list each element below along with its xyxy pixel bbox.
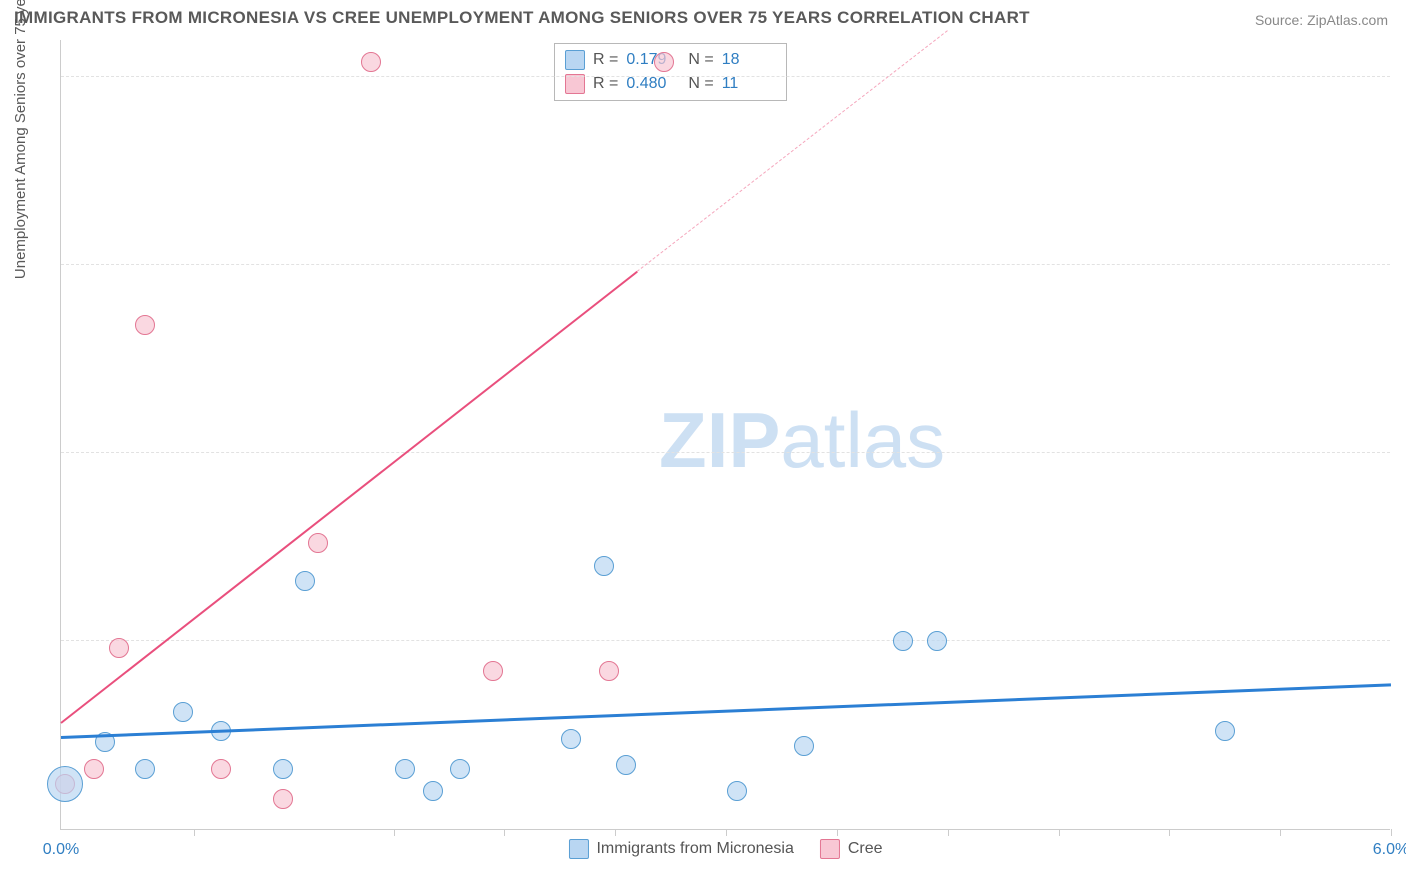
gridline (61, 640, 1390, 641)
xtick (194, 829, 195, 836)
data-point-pink (361, 52, 381, 72)
data-point-blue (927, 631, 947, 651)
swatch-blue (565, 50, 585, 70)
legend-item-blue: Immigrants from Micronesia (568, 839, 793, 859)
trendline (61, 684, 1391, 739)
data-point-blue (173, 702, 193, 722)
trendline (60, 270, 638, 723)
legend-label: Cree (848, 840, 883, 858)
chart-container: IMMIGRANTS FROM MICRONESIA VS CREE UNEMP… (0, 0, 1406, 892)
ytick-label: 50.0% (1402, 444, 1406, 462)
data-point-pink (483, 661, 503, 681)
data-point-blue (423, 781, 443, 801)
swatch-blue (568, 839, 588, 859)
xtick (1280, 829, 1281, 836)
legend-item-pink: Cree (820, 839, 883, 859)
data-point-pink (211, 759, 231, 779)
source-label: Source: ZipAtlas.com (1255, 12, 1388, 28)
data-point-blue (295, 571, 315, 591)
swatch-pink (820, 839, 840, 859)
data-point-blue (616, 755, 636, 775)
data-point-blue (47, 766, 83, 802)
xtick (615, 829, 616, 836)
data-point-pink (135, 315, 155, 335)
data-point-pink (654, 52, 674, 72)
data-point-blue (893, 631, 913, 651)
gridline (61, 452, 1390, 453)
xtick (1169, 829, 1170, 836)
y-axis-label: Unemployment Among Seniors over 75 years (12, 0, 29, 279)
xtick (726, 829, 727, 836)
gridline (61, 76, 1390, 77)
watermark: ZIPatlas (659, 395, 945, 486)
data-point-blue (561, 729, 581, 749)
data-point-blue (395, 759, 415, 779)
ytick-label: 25.0% (1402, 632, 1406, 650)
plot-area: ZIPatlas R = 0.179 N = 18 R = 0.480 N = … (60, 40, 1390, 830)
data-point-blue (594, 556, 614, 576)
data-point-blue (135, 759, 155, 779)
xtick (504, 829, 505, 836)
data-point-blue (450, 759, 470, 779)
data-point-pink (273, 789, 293, 809)
data-point-pink (109, 638, 129, 658)
chart-title: IMMIGRANTS FROM MICRONESIA VS CREE UNEMP… (14, 8, 1030, 28)
data-point-blue (794, 736, 814, 756)
xtick (394, 829, 395, 836)
swatch-pink (565, 74, 585, 94)
data-point-pink (599, 661, 619, 681)
legend-series: Immigrants from Micronesia Cree (568, 839, 882, 859)
xtick (837, 829, 838, 836)
xtick-label: 6.0% (1373, 841, 1406, 859)
data-point-pink (308, 533, 328, 553)
legend-stats: R = 0.179 N = 18 R = 0.480 N = 11 (554, 43, 787, 101)
data-point-pink (84, 759, 104, 779)
xtick-label: 0.0% (43, 841, 79, 859)
data-point-blue (727, 781, 747, 801)
legend-label: Immigrants from Micronesia (596, 840, 793, 858)
data-point-blue (273, 759, 293, 779)
xtick (948, 829, 949, 836)
ytick-label: 75.0% (1402, 256, 1406, 274)
xtick (1391, 829, 1392, 836)
data-point-blue (1215, 721, 1235, 741)
gridline (61, 264, 1390, 265)
xtick (1059, 829, 1060, 836)
ytick-label: 100.0% (1402, 68, 1406, 86)
